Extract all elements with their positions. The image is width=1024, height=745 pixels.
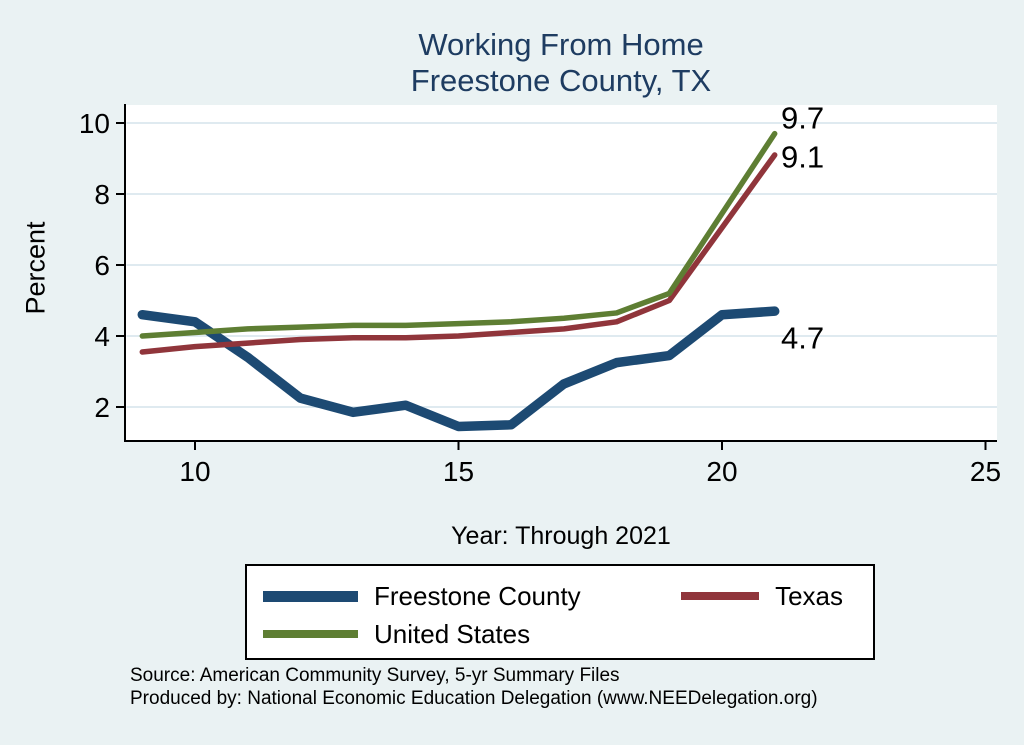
- x-axis-title: Year: Through 2021: [451, 522, 671, 550]
- united-states-line-swatch: [263, 630, 358, 638]
- legend-item-texas: Texas: [681, 583, 843, 609]
- legend-row-1: Freestone County Texas: [263, 577, 857, 615]
- series-line-united-states: [139, 130, 778, 339]
- legend-item-united-states: United States: [263, 621, 530, 647]
- y-axis-title: Percent: [20, 221, 51, 315]
- source-line: Source: American Community Survey, 5-yr …: [130, 665, 620, 686]
- y-tick-label-6: 6: [94, 250, 110, 281]
- source-note: Source: American Community Survey, 5-yr …: [130, 665, 818, 710]
- y-tick-label-4: 4: [94, 321, 110, 352]
- y-tick-label-8: 8: [94, 179, 110, 210]
- legend-row-2: United States: [263, 615, 857, 653]
- legend-label-texas: Texas: [775, 581, 843, 611]
- chart-title-line1: Working From Home: [418, 27, 704, 62]
- x-tick-label-10: 10: [179, 456, 210, 487]
- y-tick-label-10: 10: [79, 108, 110, 139]
- freestone-county-line-swatch: [263, 590, 358, 602]
- end-label-9.7: 9.7: [781, 100, 825, 136]
- legend-label-united-states: United States: [374, 619, 531, 649]
- x-tick-label-20: 20: [706, 456, 737, 487]
- legend-label-freestone-county: Freestone County: [374, 581, 581, 611]
- end-label-4.7: 4.7: [781, 320, 825, 356]
- series-line-texas: [139, 152, 778, 355]
- produced-by-line: Produced by: National Economic Education…: [130, 687, 818, 709]
- chart-title-line2: Freestone County, TX: [410, 63, 712, 98]
- series-line-freestone-county: [137, 306, 780, 432]
- end-label-9.1: 9.1: [781, 139, 825, 175]
- chart-title: Working From Home Freestone County, TX: [125, 27, 997, 99]
- x-tick-label-25: 25: [970, 456, 1001, 487]
- chart-legend: Freestone County Texas United States: [245, 564, 875, 660]
- x-tick-label-15: 15: [443, 456, 474, 487]
- y-tick-label-2: 2: [94, 392, 110, 423]
- legend-item-freestone-county: Freestone County: [263, 583, 581, 609]
- texas-line-swatch: [681, 592, 760, 600]
